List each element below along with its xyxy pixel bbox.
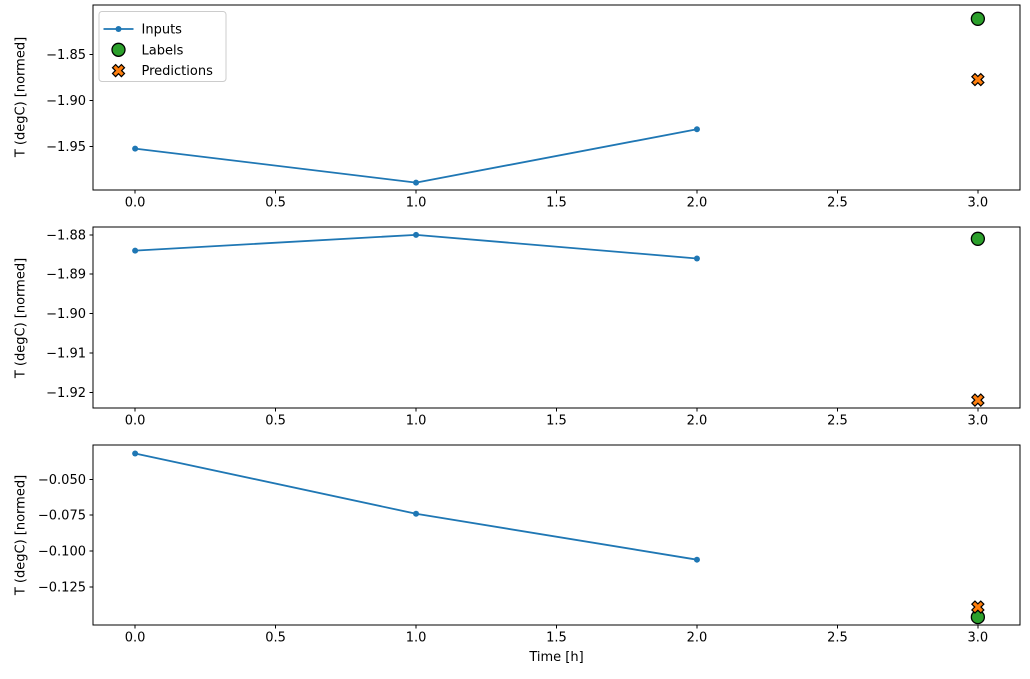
y-tick-label: −0.075 <box>38 509 86 524</box>
inputs-marker <box>693 255 700 262</box>
inputs-marker <box>413 231 420 238</box>
x-tick-label: 1.5 <box>546 631 567 646</box>
x-tick-label: 2.0 <box>687 631 708 646</box>
x-tick-label: 2.5 <box>827 196 848 211</box>
y-tick-label: −1.85 <box>46 48 86 63</box>
x-tick-label: 0.5 <box>265 414 286 429</box>
x-tick-label: 0.0 <box>125 196 146 211</box>
predictions-marker <box>971 393 985 407</box>
x-tick-label: 1.0 <box>406 196 427 211</box>
x-tick-label: 1.0 <box>406 631 427 646</box>
y-tick-label: −0.100 <box>38 545 86 560</box>
x-tick-label: 2.5 <box>827 414 848 429</box>
inputs-marker <box>132 450 139 457</box>
inputs-marker <box>132 247 139 254</box>
x-tick-label: 0.5 <box>265 631 286 646</box>
x-tick-label: 3.0 <box>968 631 989 646</box>
labels-marker <box>970 609 986 625</box>
subplot-1: −1.85 −1.90 −1.95 0.0 0.5 1.0 1.5 2.0 2.5 3.0 Inpu… <box>46 4 1021 211</box>
y-axis-label-subplot-2: T (degC) [normed] <box>13 257 29 379</box>
x-tick-label: 0.0 <box>125 414 146 429</box>
legend: Inputs Labels Predictions <box>98 11 227 82</box>
legend-labels-marker <box>111 42 126 57</box>
y-axis-label-subplot-3: T (degC) [normed] <box>13 474 29 596</box>
legend-predictions-marker <box>111 63 126 78</box>
legend-label: Predictions <box>142 64 214 79</box>
labels-marker <box>970 11 986 26</box>
x-tick-label: 1.5 <box>546 414 567 429</box>
predictions-marker <box>971 600 985 614</box>
inputs-marker <box>693 126 700 133</box>
labels-marker <box>970 231 986 246</box>
axes-frame <box>92 444 1021 626</box>
axes-frame <box>92 4 1021 191</box>
y-tick-label: −1.95 <box>46 140 86 155</box>
x-tick-label: 2.5 <box>827 631 848 646</box>
legend-label: Labels <box>142 43 184 58</box>
y-tick-label: −0.125 <box>38 580 86 595</box>
y-tick-label: −1.91 <box>46 346 86 361</box>
inputs-marker <box>693 556 700 563</box>
x-tick-label: 3.0 <box>968 196 989 211</box>
inputs-marker <box>132 145 139 152</box>
y-tick-label: −1.89 <box>46 268 86 283</box>
legend-label: Inputs <box>142 23 183 38</box>
x-tick-label: 2.0 <box>687 196 708 211</box>
x-axis-label: Time [h] <box>529 650 584 665</box>
axes-frame <box>92 226 1021 409</box>
predictions-marker <box>971 72 985 87</box>
y-tick-label: −1.92 <box>46 386 86 401</box>
legend-inputs-marker <box>115 26 122 32</box>
y-tick-label: −1.90 <box>46 94 86 109</box>
x-tick-label: 1.5 <box>546 196 567 211</box>
x-tick-label: 0.0 <box>125 631 146 646</box>
y-tick-label: −0.050 <box>38 473 86 488</box>
x-tick-label: 0.5 <box>265 196 286 211</box>
y-tick-label: −1.90 <box>46 307 86 322</box>
inputs-marker <box>413 179 420 186</box>
x-tick-label: 2.0 <box>687 414 708 429</box>
y-tick-label: −1.88 <box>46 228 86 243</box>
x-tick-label: 1.0 <box>406 414 427 429</box>
subplot-3: −0.050 −0.075 −0.100 −0.125 0.0 0.5 1.0 1.5 2.0 2… <box>38 444 1021 646</box>
y-axis-label-subplot-1: T (degC) [normed] <box>13 36 29 158</box>
subplot-2: −1.88 −1.89 −1.90 −1.91 −1.92 0.0 0.5 1.0 1.5 2.0… <box>46 226 1021 429</box>
x-tick-label: 3.0 <box>968 414 989 429</box>
inputs-marker <box>413 510 420 517</box>
